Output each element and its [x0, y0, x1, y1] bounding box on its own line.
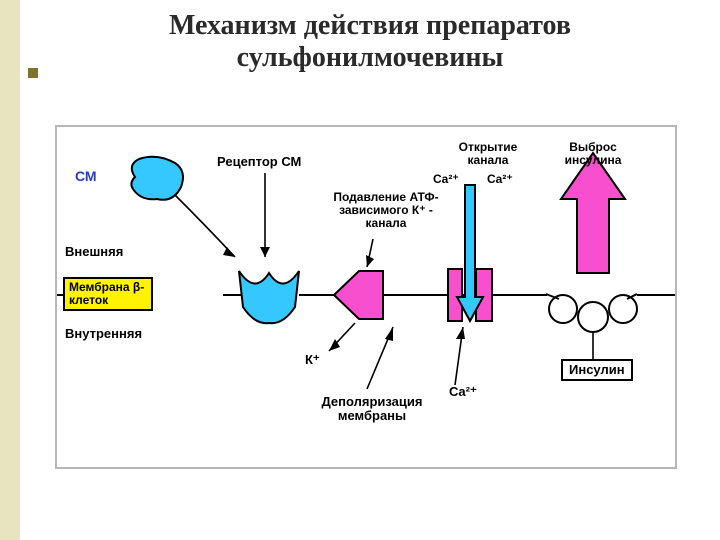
ca-open-label: Открытие канала	[451, 141, 525, 167]
internal-label: Внутренняя	[65, 327, 142, 341]
accent-square-icon	[28, 68, 38, 78]
external-label: Внешняя	[65, 245, 123, 259]
sidebar-accent	[0, 0, 20, 540]
sm-label: СМ	[75, 169, 97, 184]
membrane-label-box: Мембрана β-клеток	[63, 277, 153, 311]
vesicle-icon	[549, 295, 577, 323]
k-channel-icon	[334, 271, 383, 319]
ca-bottom-label: Ca²⁺	[449, 385, 477, 399]
membrane-label: Мембрана β-клеток	[69, 280, 144, 307]
receptor-icon	[239, 271, 299, 323]
ca-left-label: Ca²⁺	[433, 173, 459, 186]
ca-arrow-icon	[457, 185, 483, 321]
k-channel-label: Подавление АТФ-зависимого К⁺ - канала	[331, 191, 441, 231]
insulin-release-label: Выброс инсулина	[553, 141, 633, 167]
k-ion-label: К⁺	[305, 353, 320, 367]
insulin-box-label: Инсулин	[561, 359, 633, 381]
depol-label: Деполяризация мембраны	[307, 395, 437, 424]
slide: Механизм действия препаратов сульфонилмо…	[0, 0, 720, 540]
slide-title: Механизм действия препаратов сульфонилмо…	[40, 10, 700, 74]
vesicle-icon	[578, 302, 608, 332]
ca-channel-right-icon	[476, 269, 492, 321]
receptor-label: Рецептор СМ	[217, 155, 301, 169]
mechanism-diagram: Мембрана β-клеток СМ Рецептор СМ Внешняя…	[55, 125, 677, 469]
insulin-arrow-icon	[561, 153, 625, 273]
sm-blob-icon	[131, 157, 183, 200]
arrow-sm-to-receptor	[175, 195, 235, 257]
ca-channel-left-icon	[448, 269, 462, 321]
vesicle-icon	[609, 295, 637, 323]
ca-right-label: Ca²⁺	[487, 173, 513, 186]
